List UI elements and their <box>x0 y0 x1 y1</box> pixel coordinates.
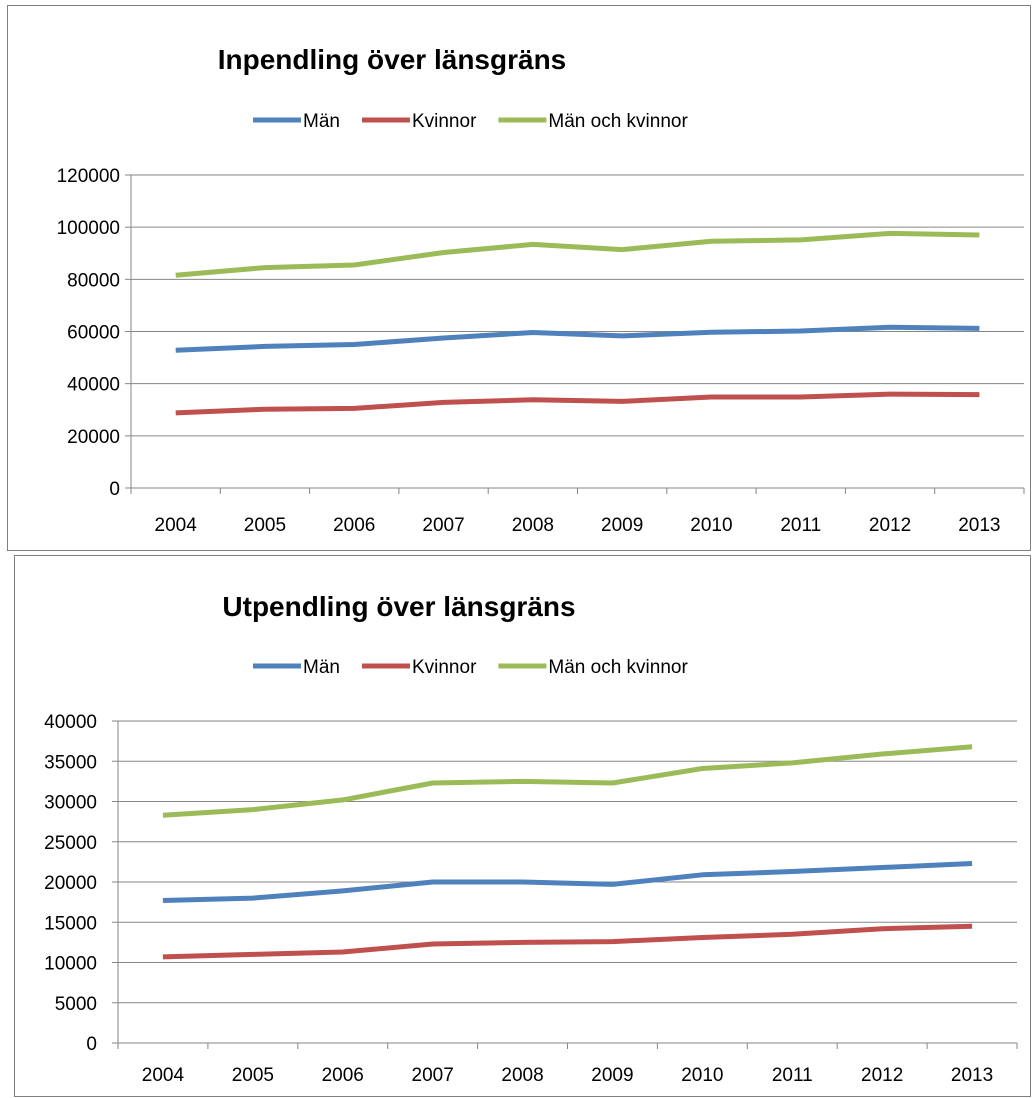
x-tick-label: 2009 <box>601 515 643 536</box>
series-group <box>175 230 980 416</box>
legend-label: Män och kvinnor <box>548 657 688 678</box>
x-tick-label: 2005 <box>244 515 286 536</box>
y-tick-label: 20000 <box>44 873 97 894</box>
x-tick-label: 2004 <box>142 1065 185 1086</box>
chart-title: Inpendling över länsgräns <box>218 44 567 75</box>
x-tick-label: 2006 <box>333 515 375 536</box>
legend-label: Män <box>303 111 340 132</box>
legend-label: Kvinnor <box>412 111 477 132</box>
x-tick-label: 2008 <box>512 515 554 536</box>
x-tick-label: 2011 <box>780 515 821 536</box>
x-tick-label: 2013 <box>958 515 1000 536</box>
chart-utpendling-svg: Utpendling över länsgräns Män Kvinnor Män … <box>44 591 1018 1086</box>
legend-label: Män och kvinnor <box>548 111 688 132</box>
x-tick-label: 2012 <box>869 515 911 536</box>
x-tick-label: 2007 <box>422 515 464 536</box>
y-tick-label: 40000 <box>67 375 120 396</box>
series-line-2 <box>175 230 980 278</box>
axes: 0 20000 40000 60000 80000 100000 120000 2004 200… <box>57 166 1025 536</box>
y-tick-label: 10000 <box>44 954 97 975</box>
chart-title: Utpendling över länsgräns <box>222 591 575 622</box>
y-tick-label: 120000 <box>57 166 120 187</box>
x-tick-label: 2008 <box>501 1065 543 1086</box>
chart-inpendling-svg: Inpendling över länsgräns Män Kvinnor Män … <box>57 44 1025 536</box>
y-tick-label: 20000 <box>67 427 120 448</box>
x-tick-label: 2006 <box>322 1065 364 1086</box>
y-tick-label: 0 <box>109 479 120 500</box>
x-tick-label: 2013 <box>951 1065 993 1086</box>
y-tick-label: 25000 <box>44 833 97 854</box>
chart-legend: Män Kvinnor Män och kvinnor <box>253 111 688 132</box>
y-tick-label: 35000 <box>44 752 97 773</box>
gridlines <box>118 720 1017 1004</box>
x-tick-label: 2004 <box>155 515 198 536</box>
x-tick-label: 2010 <box>690 515 732 536</box>
x-tick-label: 2009 <box>591 1065 633 1086</box>
legend-label: Kvinnor <box>412 657 477 678</box>
y-tick-label: 30000 <box>44 793 97 814</box>
y-tick-label: 80000 <box>67 270 120 291</box>
y-tick-label: 15000 <box>44 913 97 934</box>
legend-label: Män <box>303 657 340 678</box>
chart-utpendling: Utpendling över länsgräns Män Kvinnor Män … <box>14 555 1031 1097</box>
x-tick-label: 2012 <box>861 1065 903 1086</box>
series-group <box>162 744 973 960</box>
x-tick-label: 2005 <box>232 1065 274 1086</box>
y-tick-label: 40000 <box>44 712 97 733</box>
series-line-0 <box>162 861 973 903</box>
x-tick-label: 2007 <box>412 1065 454 1086</box>
y-tick-label: 5000 <box>55 994 97 1015</box>
y-tick-label: 0 <box>86 1034 97 1055</box>
y-tick-label: 100000 <box>57 218 120 239</box>
series-line-1 <box>162 923 973 960</box>
axes: 0 5000 10000 15000 20000 25000 30000 35000 40000… <box>44 712 1018 1086</box>
y-tick-label: 60000 <box>67 323 120 344</box>
chart-inpendling: Inpendling över länsgräns Män Kvinnor Män … <box>7 5 1031 551</box>
series-line-2 <box>162 744 973 818</box>
chart-legend: Män Kvinnor Män och kvinnor <box>253 657 688 678</box>
gridlines <box>131 174 1024 437</box>
x-tick-label: 2011 <box>772 1065 813 1086</box>
series-line-1 <box>175 391 980 416</box>
x-tick-label: 2010 <box>681 1065 723 1086</box>
series-line-0 <box>175 324 980 353</box>
